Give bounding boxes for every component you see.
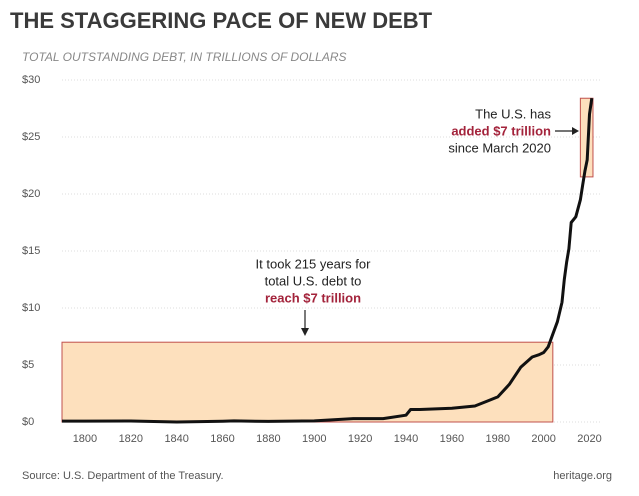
arrow-head [301,328,309,336]
annotation: total U.S. debt to [265,273,362,288]
plot-area: $0 $5 $10 $15 $20 $25 $30 1800 1820 1840 1860 1880 1… [22,74,602,445]
annotation: reach $7 trillion [265,290,361,305]
y-tick-label: $0 [22,416,34,428]
x-tick-label: 2000 [531,433,555,445]
y-tick-label: $15 [22,245,40,257]
x-tick-label: 1820 [119,433,143,445]
x-tick-label: 2020 [577,433,601,445]
source: Source: U.S. Department of the Treasury. [22,470,224,482]
y-tick-label: $10 [22,302,40,314]
credit: heritage.org [553,470,612,482]
annotation: It took 215 years for [256,256,372,271]
x-tick-label: 1840 [164,433,188,445]
arrow-head [572,127,579,135]
annotation: The U.S. has [475,106,551,121]
x-tick-label: 1920 [348,433,372,445]
y-tick-label: $25 [22,131,40,143]
x-tick-label: 1880 [256,433,280,445]
chart-subtitle: TOTAL OUTSTANDING DEBT, IN TRILLIONS OF … [22,50,347,64]
x-tick-label: 1900 [302,433,326,445]
x-tick-label: 1800 [73,433,97,445]
y-tick-label: $20 [22,188,40,200]
x-tick-label: 1940 [394,433,418,445]
highlight-box [61,341,554,423]
annotation: added $7 trillion [451,123,551,138]
x-tick-label: 1860 [210,433,234,445]
annotation: since March 2020 [448,140,551,155]
line [62,97,594,424]
x-tick-label: 1960 [440,433,464,445]
y-tick-label: $30 [22,74,40,86]
y-tick-label: $5 [22,359,34,371]
x-tick-label: 1980 [486,433,510,445]
chart-title: THE STAGGERING PACE OF NEW DEBT [10,8,433,33]
